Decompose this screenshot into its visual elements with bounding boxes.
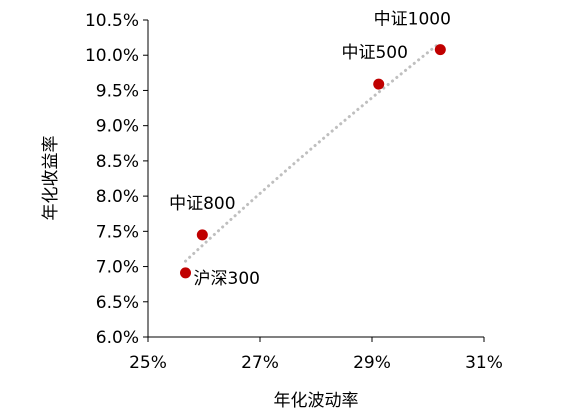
point-label: 中证1000 xyxy=(374,10,451,30)
y-axis-ticks: 6.0% 6.5% 7.0% 7.5% 8.0% 8.5% 9.0% 9.5% 10.0% 10.… xyxy=(85,11,148,348)
x-axis-title: 年化波动率 xyxy=(274,391,359,411)
x-tick-label: 31% xyxy=(465,353,503,373)
data-point xyxy=(373,78,385,90)
trendline xyxy=(184,41,442,263)
y-tick-label: 9.5% xyxy=(96,81,139,101)
y-tick-label: 6.0% xyxy=(96,328,139,348)
y-tick-label: 6.5% xyxy=(96,293,139,313)
y-tick-label: 10.0% xyxy=(85,46,139,66)
x-axis-ticks: 25% 27% 29% 31% xyxy=(129,337,503,373)
y-tick-label: 9.0% xyxy=(96,117,139,137)
data-point xyxy=(434,44,446,56)
point-label: 中证500 xyxy=(341,43,407,63)
x-tick-label: 29% xyxy=(353,353,391,373)
x-tick-label: 27% xyxy=(241,353,279,373)
point-label: 沪深300 xyxy=(194,269,260,289)
point-label: 中证800 xyxy=(169,194,235,214)
trendline-path xyxy=(184,41,442,263)
y-tick-label: 7.0% xyxy=(96,258,139,278)
x-tick-label: 25% xyxy=(129,353,167,373)
data-point xyxy=(196,229,208,241)
y-tick-label: 8.5% xyxy=(96,152,139,172)
y-tick-label: 10.5% xyxy=(85,11,139,31)
y-axis-title: 年化收益率 xyxy=(41,136,61,221)
data-point xyxy=(180,267,192,279)
axes xyxy=(147,20,484,338)
data-points xyxy=(180,44,446,279)
y-tick-label: 8.0% xyxy=(96,187,139,207)
point-labels: 沪深300 中证800 中证500 中证1000 xyxy=(169,10,451,289)
y-tick-label: 7.5% xyxy=(96,222,139,242)
